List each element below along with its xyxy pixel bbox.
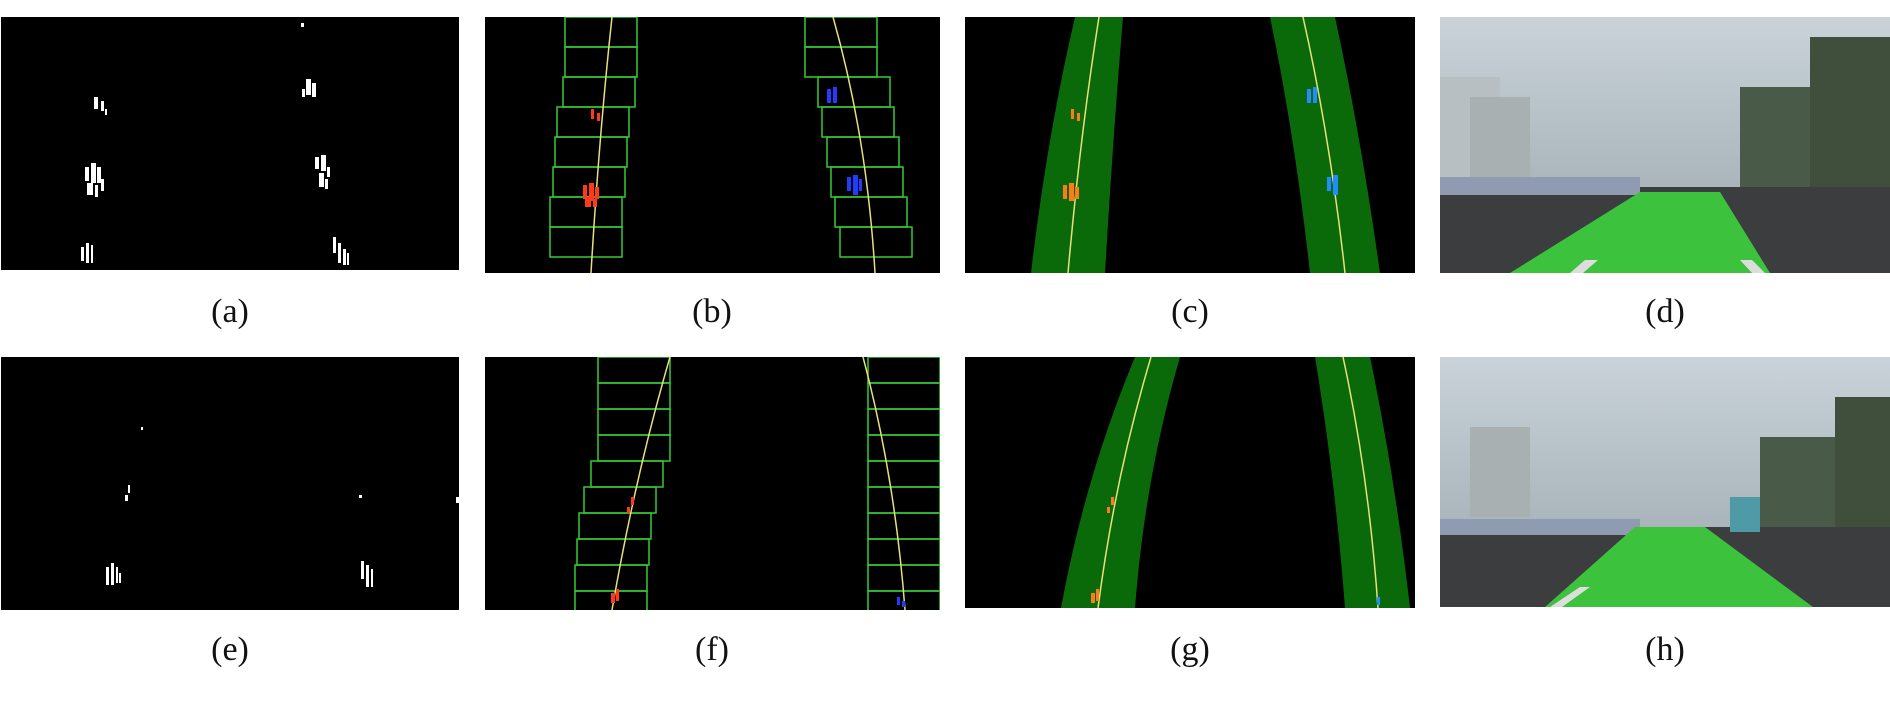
panel-e-binary-threshold [1, 357, 459, 610]
panel-d-road-lane-overlay [1440, 17, 1890, 273]
panel-h-road-lane-overlay [1440, 357, 1890, 607]
panel-f-sliding-windows [485, 357, 940, 610]
caption-g: (g) [1170, 631, 1210, 668]
panel-c-lane-fit [965, 17, 1415, 273]
caption-f: (f) [695, 631, 729, 668]
panel-b-sliding-windows [485, 17, 940, 273]
caption-h: (h) [1645, 631, 1685, 668]
caption-b: (b) [692, 293, 732, 330]
caption-a: (a) [211, 293, 249, 330]
panel-g-lane-fit [965, 357, 1415, 608]
caption-d: (d) [1645, 293, 1685, 330]
panel-a-binary-threshold [1, 17, 459, 270]
caption-c: (c) [1171, 293, 1209, 330]
caption-e: (e) [211, 631, 249, 668]
